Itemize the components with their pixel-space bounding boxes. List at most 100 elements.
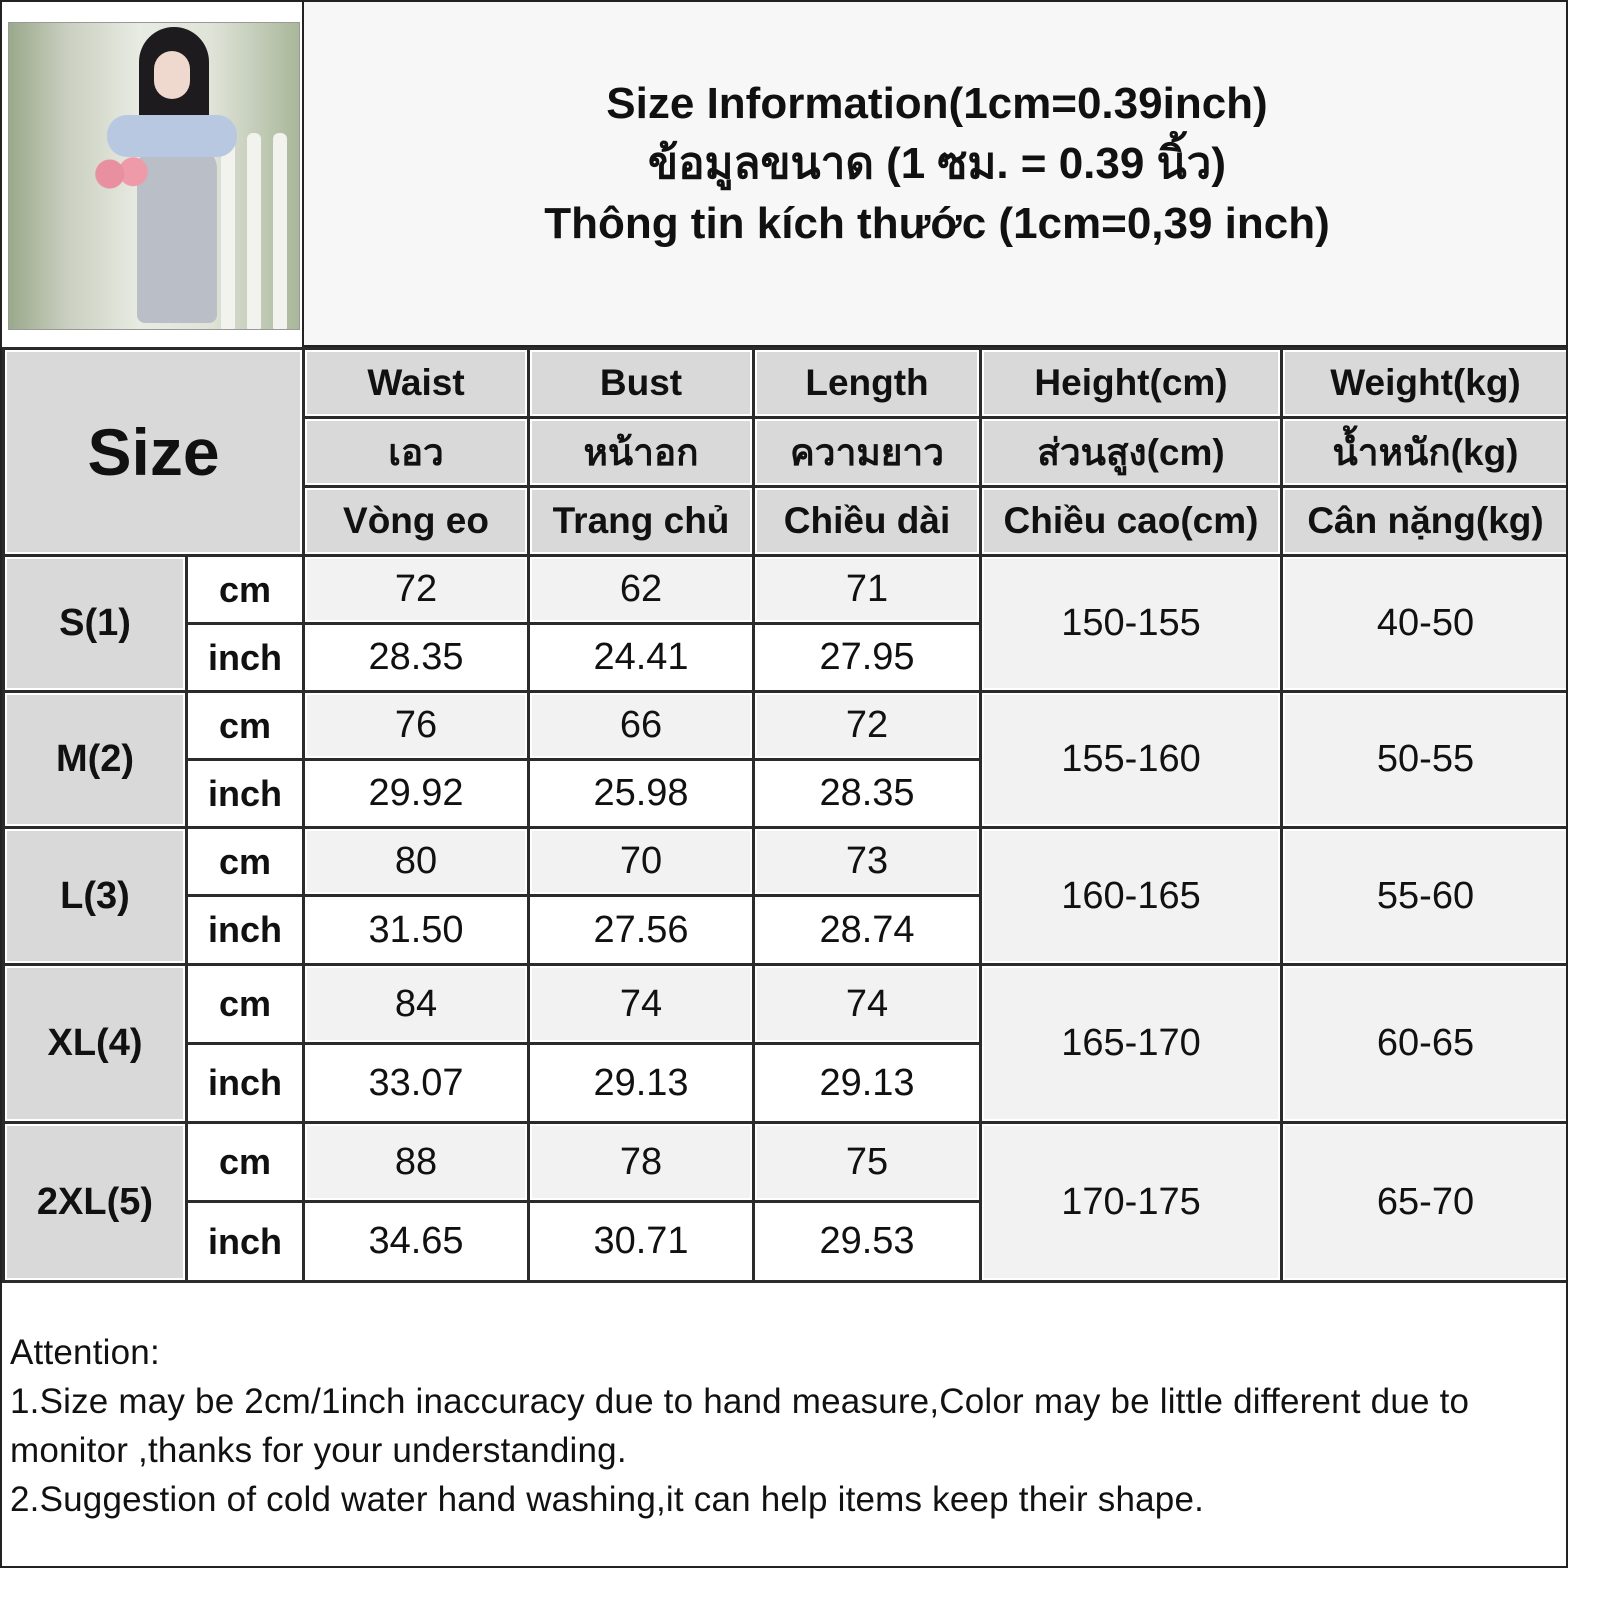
unit-label: cm [184,554,306,625]
height-range: 160-165 [979,826,1284,966]
unit-label: inch [184,758,306,829]
weight-range: 40-50 [1280,554,1566,693]
size-row-cm: M(2) cm 76 66 72 155-160 50-55 [2,690,1566,829]
height-range: 155-160 [979,690,1284,829]
waist-cm-value: 84 [302,963,531,1045]
length-cm-value: 73 [752,826,983,897]
length-cm-value: 71 [752,554,983,625]
waist-inch-value: 34.65 [302,1200,531,1283]
unit-label: inch [184,1042,306,1124]
dress-ruffle [107,115,237,157]
size-row-inch: inch 29.92 25.98 28.35 [4,758,1567,829]
header-row-thai: เอว หน้าอก ความยาว ส่วนสูง(cm) น้ำหนัก(k… [4,416,1566,488]
length-cm-value: 72 [752,690,983,761]
col-header-length-vi: Chiều dài [752,485,983,557]
size-row-inch: inch 33.07 29.13 29.13 [4,1042,1567,1124]
bust-cm-value: 70 [527,826,756,897]
col-header-weight-vi: Cân nặng(kg) [1280,485,1566,557]
waist-cm-value: 88 [302,1121,531,1203]
bust-cm-value: 78 [527,1121,756,1203]
size-header: Size [2,347,306,557]
bust-inch-value: 29.13 [527,1042,756,1124]
bust-inch-value: 27.56 [527,894,756,966]
col-header-waist-vi: Vòng eo [302,485,531,557]
unit-label: inch [184,894,306,966]
unit-label: inch [184,622,306,693]
col-header-weight-thai: น้ำหนัก(kg) [1280,416,1566,488]
height-range: 165-170 [979,963,1284,1124]
attention-note-2: 2.Suggestion of cold water hand washing,… [10,1480,1205,1519]
unit-label: inch [184,1200,306,1283]
col-header-waist: Waist [302,347,531,419]
weight-range: 55-60 [1280,826,1566,966]
waist-inch-value: 28.35 [302,622,531,693]
product-photo [8,22,300,330]
bust-cm-value: 66 [527,690,756,761]
bust-inch-value: 25.98 [527,758,756,829]
size-row-inch: inch 31.50 27.56 28.74 [4,894,1567,966]
title-english: Size Information(1cm=0.39inch) [606,78,1268,128]
size-label: XL(4) [2,963,188,1124]
bust-inch-value: 24.41 [527,622,756,693]
flowers [93,151,149,197]
model-face [154,51,190,99]
waist-cm-value: 80 [302,826,531,897]
size-chart: Size Information(1cm=0.39inch) ข้อมูลขนา… [0,0,1568,1568]
length-cm-value: 74 [752,963,983,1045]
bust-cm-value: 62 [527,554,756,625]
col-header-length-thai: ความยาว [752,416,983,488]
weight-range: 60-65 [1280,963,1566,1124]
unit-label: cm [184,963,306,1045]
waist-cm-value: 72 [302,554,531,625]
col-header-waist-thai: เอว [302,416,531,488]
unit-label: cm [184,826,306,897]
length-inch-value: 28.35 [752,758,983,829]
col-header-bust: Bust [527,347,756,419]
waist-cm-value: 76 [302,690,531,761]
size-label: S(1) [2,554,188,693]
size-row-cm: 2XL(5) cm 88 78 75 170-175 65-70 [2,1121,1566,1283]
pillar-shape [247,133,261,329]
col-header-height-vi: Chiều cao(cm) [979,485,1284,557]
attention-notes: Attention: 1.Size may be 2cm/1inch inacc… [2,1324,1566,1528]
weight-range: 65-70 [1280,1121,1566,1283]
waist-inch-value: 31.50 [302,894,531,966]
length-inch-value: 28.74 [752,894,983,966]
length-inch-value: 29.53 [752,1200,983,1283]
length-inch-value: 29.13 [752,1042,983,1124]
col-header-height-thai: ส่วนสูง(cm) [979,416,1284,488]
attention-heading: Attention: [10,1333,160,1372]
title-thai: ข้อมูลขนาด (1 ซม. = 0.39 นิ้ว) [647,138,1226,188]
size-row-cm: S(1) cm 72 62 71 150-155 40-50 [2,554,1566,693]
unit-label: cm [184,690,306,761]
col-header-weight: Weight(kg) [1280,347,1566,419]
title-block: Size Information(1cm=0.39inch) ข้อมูลขนา… [302,2,1566,347]
length-inch-value: 27.95 [752,622,983,693]
pillar-shape [273,133,287,329]
size-label: L(3) [2,826,188,966]
size-row-cm: L(3) cm 80 70 73 160-165 55-60 [2,826,1566,966]
bust-cm-value: 74 [527,963,756,1045]
col-header-height: Height(cm) [979,347,1284,419]
pillar-shape [221,133,235,329]
size-row-cm: XL(4) cm 84 74 74 165-170 60-65 [2,963,1566,1124]
header-row-vietnamese: Vòng eo Trang chủ Chiều dài Chiều cao(cm… [4,485,1566,557]
weight-range: 50-55 [1280,690,1566,829]
col-header-bust-vi: Trang chủ [527,485,756,557]
model-dress [137,148,217,323]
length-cm-value: 75 [752,1121,983,1203]
waist-inch-value: 29.92 [302,758,531,829]
size-label: M(2) [2,690,188,829]
bust-inch-value: 30.71 [527,1200,756,1283]
col-header-bust-thai: หน้าอก [527,416,756,488]
size-row-inch: inch 28.35 24.41 27.95 [4,622,1567,693]
col-header-length: Length [752,347,983,419]
size-row-inch: inch 34.65 30.71 29.53 [4,1200,1567,1283]
header-row-english: Size Waist Bust Length Height(cm) Weight… [2,347,1566,557]
height-range: 170-175 [979,1121,1284,1283]
attention-note-1: 1.Size may be 2cm/1inch inaccuracy due t… [10,1382,1470,1470]
title-vietnamese: Thông tin kích thước (1cm=0,39 inch) [544,198,1330,248]
waist-inch-value: 33.07 [302,1042,531,1124]
size-table: Size Waist Bust Length Height(cm) Weight… [2,347,1567,1283]
height-range: 150-155 [979,554,1284,693]
